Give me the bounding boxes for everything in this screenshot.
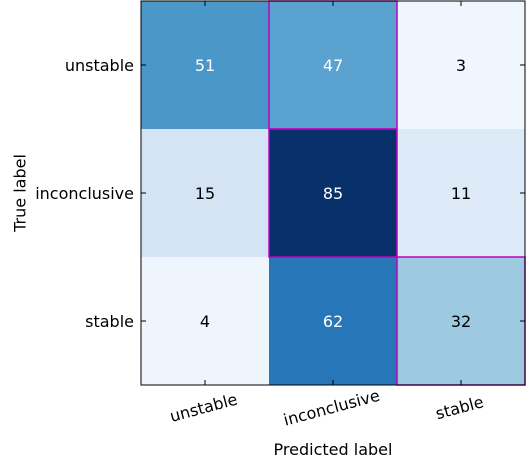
x-tick-label: unstable [168, 390, 240, 426]
heatmap-cells [141, 1, 525, 385]
y-tick-label: unstable [65, 56, 134, 75]
cell-value-label: 85 [323, 184, 343, 203]
y-tick-label: inconclusive [35, 184, 134, 203]
cell-value-label: 47 [323, 56, 343, 75]
heatmap-cell [269, 129, 397, 257]
heatmap-cell [397, 129, 525, 257]
x-axis-label: Predicted label [274, 440, 393, 459]
y-axis-label: True label [11, 154, 30, 233]
cell-value-labels: 51 47 3 15 85 11 4 62 32 [195, 56, 471, 331]
heatmap-cell [397, 257, 525, 385]
cell-value-label: 62 [323, 312, 343, 331]
heatmap-cell [141, 1, 269, 129]
heatmap-cell [141, 129, 269, 257]
cell-value-label: 3 [456, 56, 466, 75]
cell-value-label: 32 [451, 312, 471, 331]
highlight-outline [268, 128, 398, 258]
heatmap-cell [397, 1, 525, 129]
plot-frame [140, 0, 526, 386]
x-tick-label: inconclusive [281, 386, 381, 430]
x-tick-label: stable [434, 392, 486, 423]
heatmap-cell [269, 1, 397, 129]
heatmap-cell [269, 257, 397, 385]
cell-value-label: 4 [200, 312, 210, 331]
axis-ticks [141, 1, 525, 385]
cell-value-label: 15 [195, 184, 215, 203]
x-tick-labels: unstable inconclusive stable [168, 386, 486, 430]
y-tick-labels: unstable inconclusive stable [35, 56, 134, 331]
cell-value-label: 51 [195, 56, 215, 75]
heatmap-cell [141, 257, 269, 385]
y-tick-label: stable [85, 312, 134, 331]
cell-value-label: 11 [451, 184, 471, 203]
